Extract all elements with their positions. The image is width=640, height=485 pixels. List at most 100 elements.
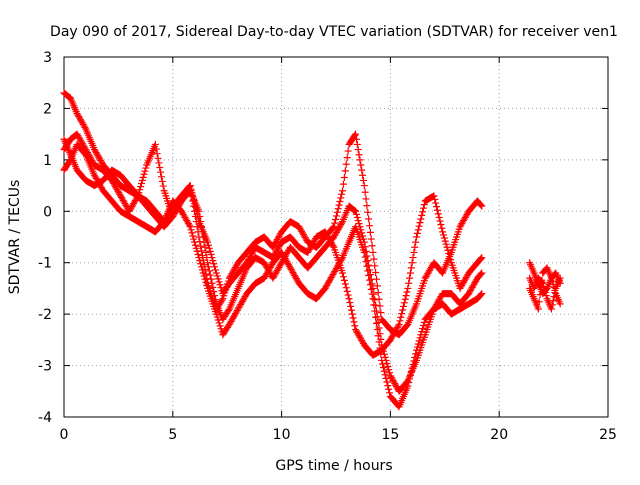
data-point bbox=[189, 192, 197, 200]
data-point bbox=[342, 160, 350, 168]
data-point bbox=[386, 369, 394, 377]
data-point bbox=[385, 366, 393, 374]
data-point bbox=[190, 196, 198, 204]
data-point bbox=[206, 271, 214, 279]
data-point bbox=[478, 290, 486, 298]
data-point bbox=[153, 150, 161, 158]
data-point bbox=[547, 274, 555, 282]
data-point bbox=[352, 130, 360, 138]
data-point bbox=[420, 318, 428, 326]
data-point bbox=[191, 203, 199, 211]
data-point bbox=[138, 176, 146, 184]
x-axis-title: GPS time / hours bbox=[275, 458, 392, 474]
data-point bbox=[198, 266, 206, 274]
data-point bbox=[540, 282, 548, 290]
data-point bbox=[417, 331, 425, 339]
data-point bbox=[191, 241, 199, 249]
data-point bbox=[359, 232, 367, 240]
data-point bbox=[430, 192, 438, 200]
series-7 bbox=[526, 274, 564, 313]
data-point bbox=[550, 293, 558, 301]
data-point bbox=[81, 123, 89, 131]
data-point bbox=[556, 300, 564, 308]
data-point bbox=[408, 364, 416, 372]
data-point bbox=[199, 269, 207, 277]
data-point bbox=[329, 224, 337, 232]
x-tick-label: 15 bbox=[381, 427, 399, 443]
data-point bbox=[360, 182, 368, 190]
data-point bbox=[157, 173, 165, 181]
y-tick-label: -1 bbox=[38, 256, 52, 272]
data-point bbox=[361, 188, 369, 196]
data-point bbox=[556, 274, 564, 282]
data-point bbox=[339, 273, 347, 281]
data-point bbox=[345, 295, 353, 303]
data-point bbox=[400, 299, 408, 307]
ticks-layer bbox=[63, 56, 609, 418]
data-point bbox=[445, 249, 453, 257]
data-point bbox=[208, 254, 216, 262]
data-point bbox=[342, 284, 350, 292]
data-point bbox=[193, 210, 201, 218]
data-point bbox=[338, 190, 346, 198]
y-tick-label: -2 bbox=[38, 307, 52, 323]
x-tick-label: 20 bbox=[490, 427, 508, 443]
data-point bbox=[369, 295, 377, 303]
data-point bbox=[329, 242, 337, 250]
data-point bbox=[351, 207, 359, 215]
data-point bbox=[405, 379, 413, 387]
data-point bbox=[213, 272, 221, 280]
data-point bbox=[152, 145, 160, 153]
data-point bbox=[414, 340, 422, 348]
data-point bbox=[407, 368, 415, 376]
data-point bbox=[361, 253, 369, 261]
data-point bbox=[340, 276, 348, 284]
data-point bbox=[415, 222, 423, 230]
data-point bbox=[446, 256, 454, 264]
data-point bbox=[414, 226, 422, 234]
series-4 bbox=[60, 135, 486, 359]
data-point bbox=[416, 219, 424, 227]
data-point bbox=[358, 166, 366, 174]
data-point bbox=[360, 248, 368, 256]
data-point bbox=[338, 219, 346, 227]
data-point bbox=[377, 309, 385, 317]
data-point bbox=[378, 356, 386, 364]
data-point bbox=[204, 238, 212, 246]
data-point bbox=[213, 313, 221, 321]
data-point bbox=[190, 235, 198, 243]
data-point bbox=[348, 310, 356, 318]
data-point bbox=[477, 201, 485, 209]
data-point bbox=[197, 242, 205, 250]
data-point bbox=[359, 171, 367, 179]
data-point bbox=[359, 176, 367, 184]
data-point bbox=[381, 353, 389, 361]
data-point bbox=[346, 299, 354, 307]
data-point bbox=[339, 187, 347, 195]
data-point bbox=[395, 320, 403, 328]
data-point bbox=[410, 357, 418, 365]
data-point bbox=[433, 206, 441, 214]
data-point bbox=[334, 205, 342, 213]
data-point bbox=[370, 255, 378, 263]
data-point bbox=[207, 275, 215, 283]
data-point bbox=[538, 278, 546, 286]
data-point bbox=[412, 238, 420, 246]
data-point bbox=[341, 280, 349, 288]
data-point bbox=[372, 268, 380, 276]
data-point bbox=[372, 313, 380, 321]
data-point bbox=[142, 164, 150, 172]
data-point bbox=[406, 371, 414, 379]
data-point bbox=[439, 228, 447, 236]
data-point bbox=[354, 217, 362, 225]
data-point bbox=[186, 223, 194, 231]
data-point bbox=[373, 326, 381, 334]
data-point bbox=[412, 350, 420, 358]
data-point bbox=[419, 208, 427, 216]
data-point bbox=[541, 289, 549, 297]
y-tick-label: -3 bbox=[38, 359, 52, 375]
data-point bbox=[215, 319, 223, 327]
data-point bbox=[442, 240, 450, 248]
data-point bbox=[339, 180, 347, 188]
data-point bbox=[396, 317, 404, 325]
